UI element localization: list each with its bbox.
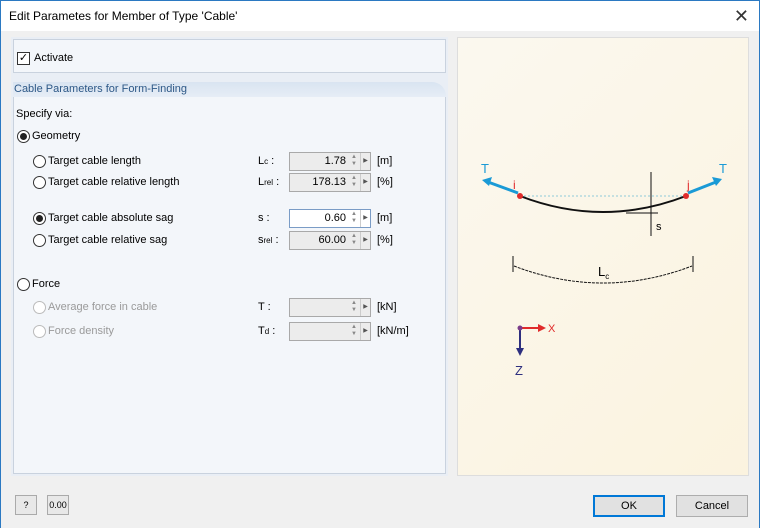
tension-label-right: T <box>719 161 727 176</box>
geometry-unit: [%] <box>377 176 393 188</box>
spinner-icon[interactable]: ▲ ▼ <box>351 211 357 224</box>
force-radio[interactable] <box>17 278 30 291</box>
dialog-title: Edit Parametes for Member of Type 'Cable… <box>9 9 238 23</box>
section-header: Cable Parameters for Form-Finding <box>13 82 446 97</box>
node-j-label: j <box>686 178 690 192</box>
geometry-radio[interactable] <box>33 155 46 168</box>
tension-arrow-right <box>687 180 717 195</box>
sag-label: s <box>656 221 662 233</box>
arrow-right-icon[interactable]: ▶ <box>360 299 370 316</box>
activate-label: Activate <box>34 52 74 64</box>
parameters-panel: ✓ Activate Cable Parameters for Form-Fin… <box>11 37 448 476</box>
arrow-right-icon[interactable]: ▶ <box>360 323 370 340</box>
specify-via-label: Specify via: <box>16 108 73 120</box>
geometry-value-input[interactable]: 60.00 ▲ ▼ ▶ <box>289 231 371 250</box>
units-icon[interactable]: 0.00 <box>47 495 69 515</box>
force-value-input[interactable]: ▲ ▼ ▶ <box>289 298 371 317</box>
arrow-right-icon[interactable]: ▶ <box>360 232 370 249</box>
footer: ? 0.00 OK Cancel <box>1 484 759 528</box>
geometry-label: Target cable relative length <box>48 176 180 188</box>
spinner-icon[interactable]: ▲ ▼ <box>351 300 357 313</box>
force-radio[interactable] <box>33 301 46 314</box>
force-symbol: T : <box>258 301 271 313</box>
arrow-right-icon[interactable]: ▶ <box>360 174 370 191</box>
geometry-label: Target cable length <box>48 155 141 167</box>
geometry-label: Target cable relative sag <box>48 234 168 246</box>
arrow-right-icon[interactable]: ▶ <box>360 210 370 227</box>
geometry-symbol: srel : <box>258 234 279 246</box>
geometry-radio[interactable] <box>33 176 46 189</box>
spinner-icon[interactable]: ▲ ▼ <box>351 154 357 167</box>
length-label: Lc <box>598 264 609 281</box>
spinner-icon[interactable]: ▲ ▼ <box>351 324 357 337</box>
geometry-value-input[interactable]: 1.78 ▲ ▼ ▶ <box>289 152 371 171</box>
geometry-value-input[interactable]: 0.60 ▲ ▼ ▶ <box>289 209 371 228</box>
tension-arrow-left <box>487 180 519 195</box>
force-label: Average force in cable <box>48 301 158 313</box>
length-dimension <box>513 265 693 284</box>
spinner-icon[interactable]: ▲ ▼ <box>351 233 357 246</box>
tension-arrowhead-right <box>712 177 722 186</box>
arrow-right-icon[interactable]: ▶ <box>360 153 370 170</box>
geometry-unit: [%] <box>377 234 393 246</box>
geometry-unit: [m] <box>377 212 393 224</box>
force-radio[interactable] <box>33 325 46 338</box>
geometry-radio[interactable] <box>33 234 46 247</box>
geometry-radio[interactable] <box>17 130 30 143</box>
cable-curve <box>519 195 687 213</box>
activate-box: ✓ Activate <box>13 39 446 73</box>
force-label: Force <box>32 278 61 290</box>
activate-checkbox[interactable]: ✓ <box>17 52 30 65</box>
close-icon[interactable]: ✕ <box>733 6 749 26</box>
node-j <box>683 193 689 199</box>
tension-label-left: T <box>481 161 489 176</box>
x-axis-label: X <box>548 323 556 335</box>
force-label: Force density <box>48 325 115 337</box>
tension-arrowhead-left <box>482 177 492 186</box>
force-unit: [kN] <box>377 301 397 313</box>
force-unit: [kN/m] <box>377 325 409 337</box>
geometry-label: Geometry <box>32 130 81 142</box>
geometry-symbol: Lrel : <box>258 176 280 188</box>
spinner-icon[interactable]: ▲ ▼ <box>351 175 357 188</box>
geometry-label: Target cable absolute sag <box>48 212 174 224</box>
force-symbol: Td : <box>258 325 276 337</box>
geometry-value-input[interactable]: 178.13 ▲ ▼ ▶ <box>289 173 371 192</box>
geometry-symbol: Lc : <box>258 155 275 167</box>
node-i-label: i <box>513 178 516 192</box>
geometry-unit: [m] <box>377 155 393 167</box>
form-finding-group: Specify via: Geometry Target cable lengt… <box>13 97 446 474</box>
help-icon[interactable]: ? <box>15 495 37 515</box>
cancel-button[interactable]: Cancel <box>676 495 748 517</box>
cable-diagram: T T i j s Lc X Z <box>457 37 749 476</box>
ok-button[interactable]: OK <box>593 495 665 517</box>
node-i <box>517 193 523 199</box>
geometry-symbol: s : <box>258 212 270 224</box>
geometry-radio[interactable] <box>33 212 46 225</box>
title-bar: Edit Parametes for Member of Type 'Cable… <box>1 1 759 31</box>
z-axis-label: Z <box>515 363 523 378</box>
force-value-input[interactable]: ▲ ▼ ▶ <box>289 322 371 341</box>
